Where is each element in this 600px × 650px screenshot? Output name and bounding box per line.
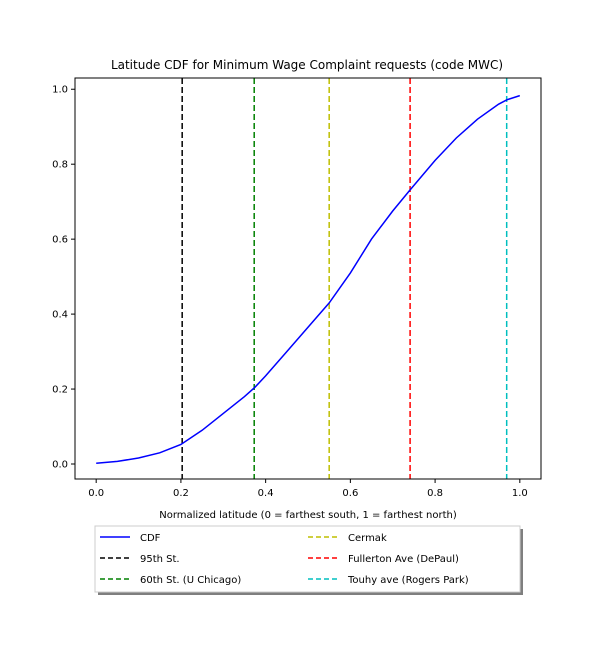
x-tick-label: 0.8: [427, 488, 443, 499]
x-axis-label: Normalized latitude (0 = farthest south,…: [159, 510, 457, 521]
y-tick-label: 0.0: [52, 460, 68, 471]
legend-label: Fullerton Ave (DePaul): [348, 554, 459, 565]
x-tick-label: 0.4: [258, 488, 274, 499]
x-axis: 0.0 0.2 0.4 0.6 0.8 1.0: [88, 479, 528, 499]
legend-label: Touhy ave (Rogers Park): [347, 575, 469, 586]
y-tick-label: 0.2: [52, 385, 68, 396]
x-tick-label: 0.2: [173, 488, 189, 499]
y-tick-label: 1.0: [52, 85, 68, 96]
chart-title: Latitude CDF for Minimum Wage Complaint …: [111, 58, 503, 72]
legend-label: 60th St. (U Chicago): [140, 575, 241, 586]
legend-label: CDF: [140, 533, 161, 544]
y-tick-label: 0.4: [52, 310, 68, 321]
y-axis: 0.0 0.2 0.4 0.6 0.8 1.0: [52, 85, 75, 471]
x-tick-label: 1.0: [512, 488, 528, 499]
legend: CDF 95th St. 60th St. (U Chicago) Cermak Ful…: [94, 525, 523, 595]
legend-box: [94, 525, 521, 593]
legend-label: 95th St.: [140, 554, 180, 565]
y-tick-label: 0.8: [52, 160, 68, 171]
plot-frame: [74, 77, 542, 480]
series-line-cdf: [96, 94, 521, 465]
plot-area: [96, 78, 521, 479]
legend-label: Cermak: [348, 533, 387, 544]
y-tick-label: 0.6: [52, 235, 68, 246]
x-tick-label: 0.0: [88, 488, 104, 499]
x-tick-label: 0.6: [342, 488, 358, 499]
